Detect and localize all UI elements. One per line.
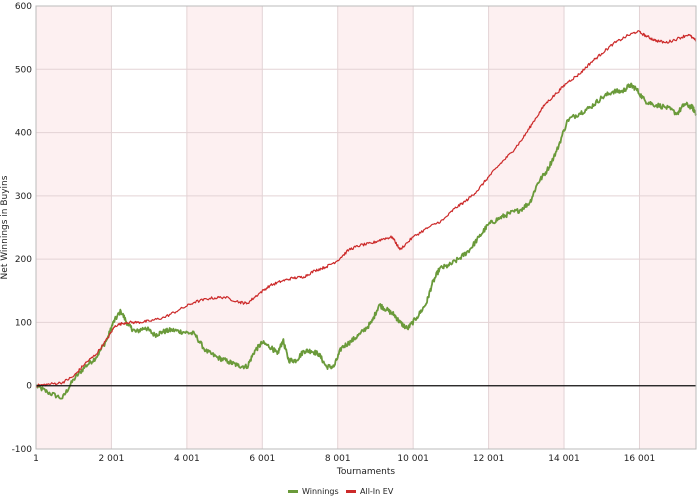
x-axis-title: Tournaments: [336, 467, 395, 477]
y-tick-label: 100: [15, 318, 32, 328]
y-tick-label: 600: [15, 2, 32, 12]
x-tick-label: 12 001: [473, 454, 505, 464]
y-tick-label: 0: [26, 382, 32, 392]
x-tick-label: 8 001: [325, 454, 351, 464]
alternating-bands: [36, 6, 696, 449]
y-tick-label: -100: [12, 445, 33, 455]
y-tick-label: 200: [15, 255, 32, 265]
x-tick-label: 16 001: [624, 454, 656, 464]
grid-lines: [35, 5, 696, 450]
legend-swatch: [346, 490, 356, 493]
legend-label: Winnings: [302, 487, 339, 496]
y-tick-label: 300: [15, 192, 32, 202]
band: [337, 6, 414, 449]
y-tick-label: 500: [15, 65, 32, 75]
y-axis-title: Net Winnings in Buyins: [0, 175, 10, 279]
band: [488, 6, 565, 449]
series-layer: [35, 30, 697, 400]
x-tick-label: 1: [33, 454, 39, 464]
plot-frame: [35, 5, 697, 450]
legend-label: All-In EV: [360, 487, 394, 496]
x-tick-label: 4 001: [174, 454, 200, 464]
legend: Winnings All-In EV: [288, 487, 394, 496]
series-line-winnings: [35, 82, 697, 400]
x-tick-label: 2 001: [99, 454, 125, 464]
y-tick-label: 400: [15, 129, 32, 139]
x-tick-label: 6 001: [249, 454, 275, 464]
legend-swatch: [288, 490, 298, 493]
band: [36, 6, 112, 449]
series-line-all-in-ev: [35, 30, 697, 388]
band: [639, 6, 696, 449]
x-tick-label: 10 001: [397, 454, 429, 464]
band: [186, 6, 263, 449]
y-axis-ticks: -100 0 100 200 300 400 500 600: [12, 2, 33, 455]
x-tick-label: 14 001: [548, 454, 580, 464]
